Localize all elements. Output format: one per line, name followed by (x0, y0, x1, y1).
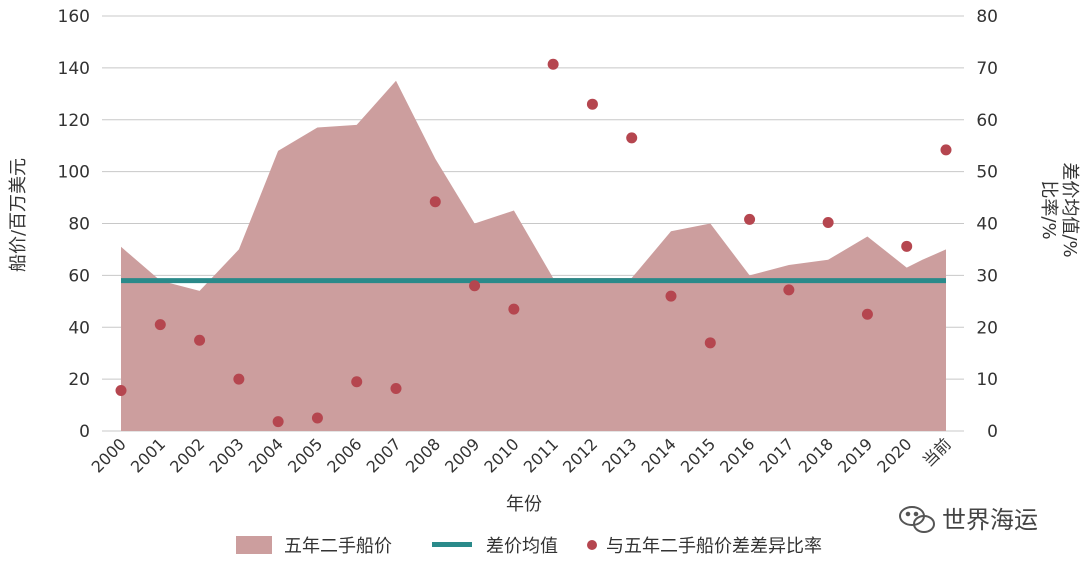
x-tick-label: 2015 (677, 434, 719, 476)
watermark: 世界海运 (899, 506, 1038, 534)
legend: 五年二手船价 差价均值 与五年二手船价差差异比率 (236, 536, 822, 557)
left-y-tick-label: 80 (68, 215, 90, 235)
ratio-point (194, 334, 206, 346)
ratio-point (154, 319, 166, 331)
watermark-text: 世界海运 (942, 506, 1038, 534)
right-y-tick-label: 0 (987, 422, 998, 442)
left-y-tick-label: 0 (79, 422, 90, 442)
x-tick-label: 2005 (284, 434, 326, 476)
x-tick-label: 2013 (598, 434, 640, 476)
ratio-point (508, 303, 520, 315)
x-tick-label: 2002 (166, 434, 208, 476)
x-tick-label: 2012 (559, 434, 601, 476)
legend-scatter-label: 与五年二手船价差差异比率 (606, 536, 822, 557)
legend-area-swatch (236, 536, 272, 554)
x-tick-label: 2003 (205, 434, 247, 476)
price-area-layer (121, 80, 946, 432)
right-y-tick-label: 70 (976, 59, 998, 79)
ratio-point (272, 416, 284, 428)
legend-scatter-marker (587, 540, 597, 550)
right-y-tick-label: 20 (976, 318, 998, 338)
x-tick-label: 2011 (520, 434, 562, 476)
right-y-tick-label: 40 (976, 215, 998, 235)
left-y-ticks: 0 20 40 60 80 100 120 140 160 (58, 7, 90, 442)
ratio-point (783, 284, 795, 296)
price-area (121, 80, 946, 432)
left-y-tick-label: 120 (58, 111, 90, 131)
x-tick-label: 2004 (245, 434, 287, 476)
legend-area-label: 五年二手船价 (284, 536, 392, 557)
left-y-tick-label: 100 (58, 163, 90, 183)
x-tick-label: 2001 (127, 434, 169, 476)
ratio-point (626, 132, 638, 144)
ratio-point (115, 385, 127, 397)
x-tick-label: 2014 (638, 434, 680, 476)
right-y-tick-label: 60 (976, 111, 998, 131)
ratio-point (469, 280, 481, 292)
right-y-axis-title-2: 差价均值/% (1059, 162, 1080, 257)
ratio-point (311, 412, 323, 424)
ratio-point (351, 376, 363, 388)
ratio-point (822, 216, 834, 228)
left-y-tick-label: 160 (58, 7, 90, 27)
ratio-point (586, 98, 598, 110)
left-y-tick-label: 140 (58, 59, 90, 79)
right-y-ticks: 0 10 20 30 40 50 60 70 80 (976, 7, 998, 442)
x-tick-label: 2009 (441, 434, 483, 476)
x-tick-label: 2000 (88, 434, 130, 476)
ratio-point (665, 290, 677, 302)
x-tick-label: 2017 (755, 434, 797, 476)
x-ticks: 2000200120022003200420052006200720082009… (88, 434, 955, 476)
x-tick-label: 2006 (323, 434, 365, 476)
right-y-tick-label: 50 (976, 163, 998, 183)
wechat-icon (899, 506, 935, 533)
right-y-tick-label: 30 (976, 266, 998, 286)
x-tick-label: 2010 (480, 434, 522, 476)
x-tick-label: 2018 (795, 434, 837, 476)
x-tick-label: 2020 (873, 434, 915, 476)
right-y-tick-label: 10 (976, 370, 998, 390)
left-y-tick-label: 40 (68, 318, 90, 338)
ratio-point (861, 308, 873, 320)
x-tick-label: 2016 (716, 434, 758, 476)
ratio-point (429, 196, 441, 208)
ratio-point (901, 240, 913, 252)
ratio-point (233, 373, 245, 385)
x-tick-label: 当前 (919, 434, 955, 470)
left-y-tick-label: 20 (68, 370, 90, 390)
ratio-point (940, 144, 952, 156)
left-y-axis-title: 船价/百万美元 (8, 158, 29, 272)
ratio-points-layer (115, 58, 952, 428)
right-y-axis-title-1: 比率/% (1038, 180, 1059, 239)
right-y-tick-label: 80 (976, 7, 998, 27)
ratio-point (744, 213, 756, 225)
legend-line-label: 差价均值 (486, 536, 558, 557)
ratio-point (704, 337, 716, 349)
x-tick-label: 2007 (363, 434, 405, 476)
ratio-point (390, 382, 402, 394)
x-tick-label: 2008 (402, 434, 444, 476)
x-axis-title: 年份 (506, 494, 542, 515)
x-tick-label: 2019 (834, 434, 876, 476)
left-y-tick-label: 60 (68, 266, 90, 286)
ratio-point (547, 58, 559, 70)
legend-line-swatch (432, 542, 472, 547)
